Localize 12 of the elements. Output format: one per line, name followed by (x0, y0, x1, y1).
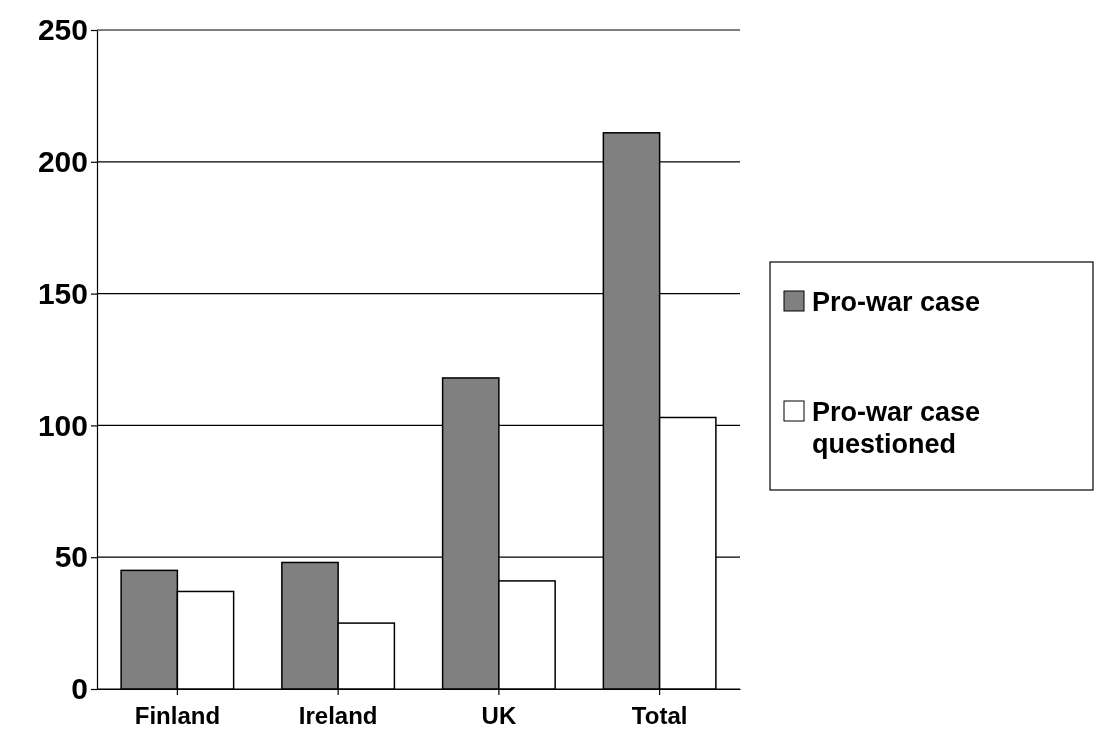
x-tick-label: Ireland (298, 702, 378, 730)
legend-label: Pro-war case questioned (812, 397, 981, 460)
y-tick-label: 200 (37, 144, 88, 178)
y-tick-label: 250 (37, 13, 88, 47)
y-tick-label: 0 (71, 672, 88, 706)
x-tick-label: Total (631, 702, 688, 730)
x-tick-label: UK (481, 702, 517, 730)
y-tick-label: 100 (37, 408, 88, 442)
legend-label: Pro-war case (812, 287, 981, 317)
y-tick-label: 150 (37, 276, 88, 310)
x-tick-label: Finland (134, 702, 221, 730)
y-tick-label: 50 (54, 540, 88, 574)
